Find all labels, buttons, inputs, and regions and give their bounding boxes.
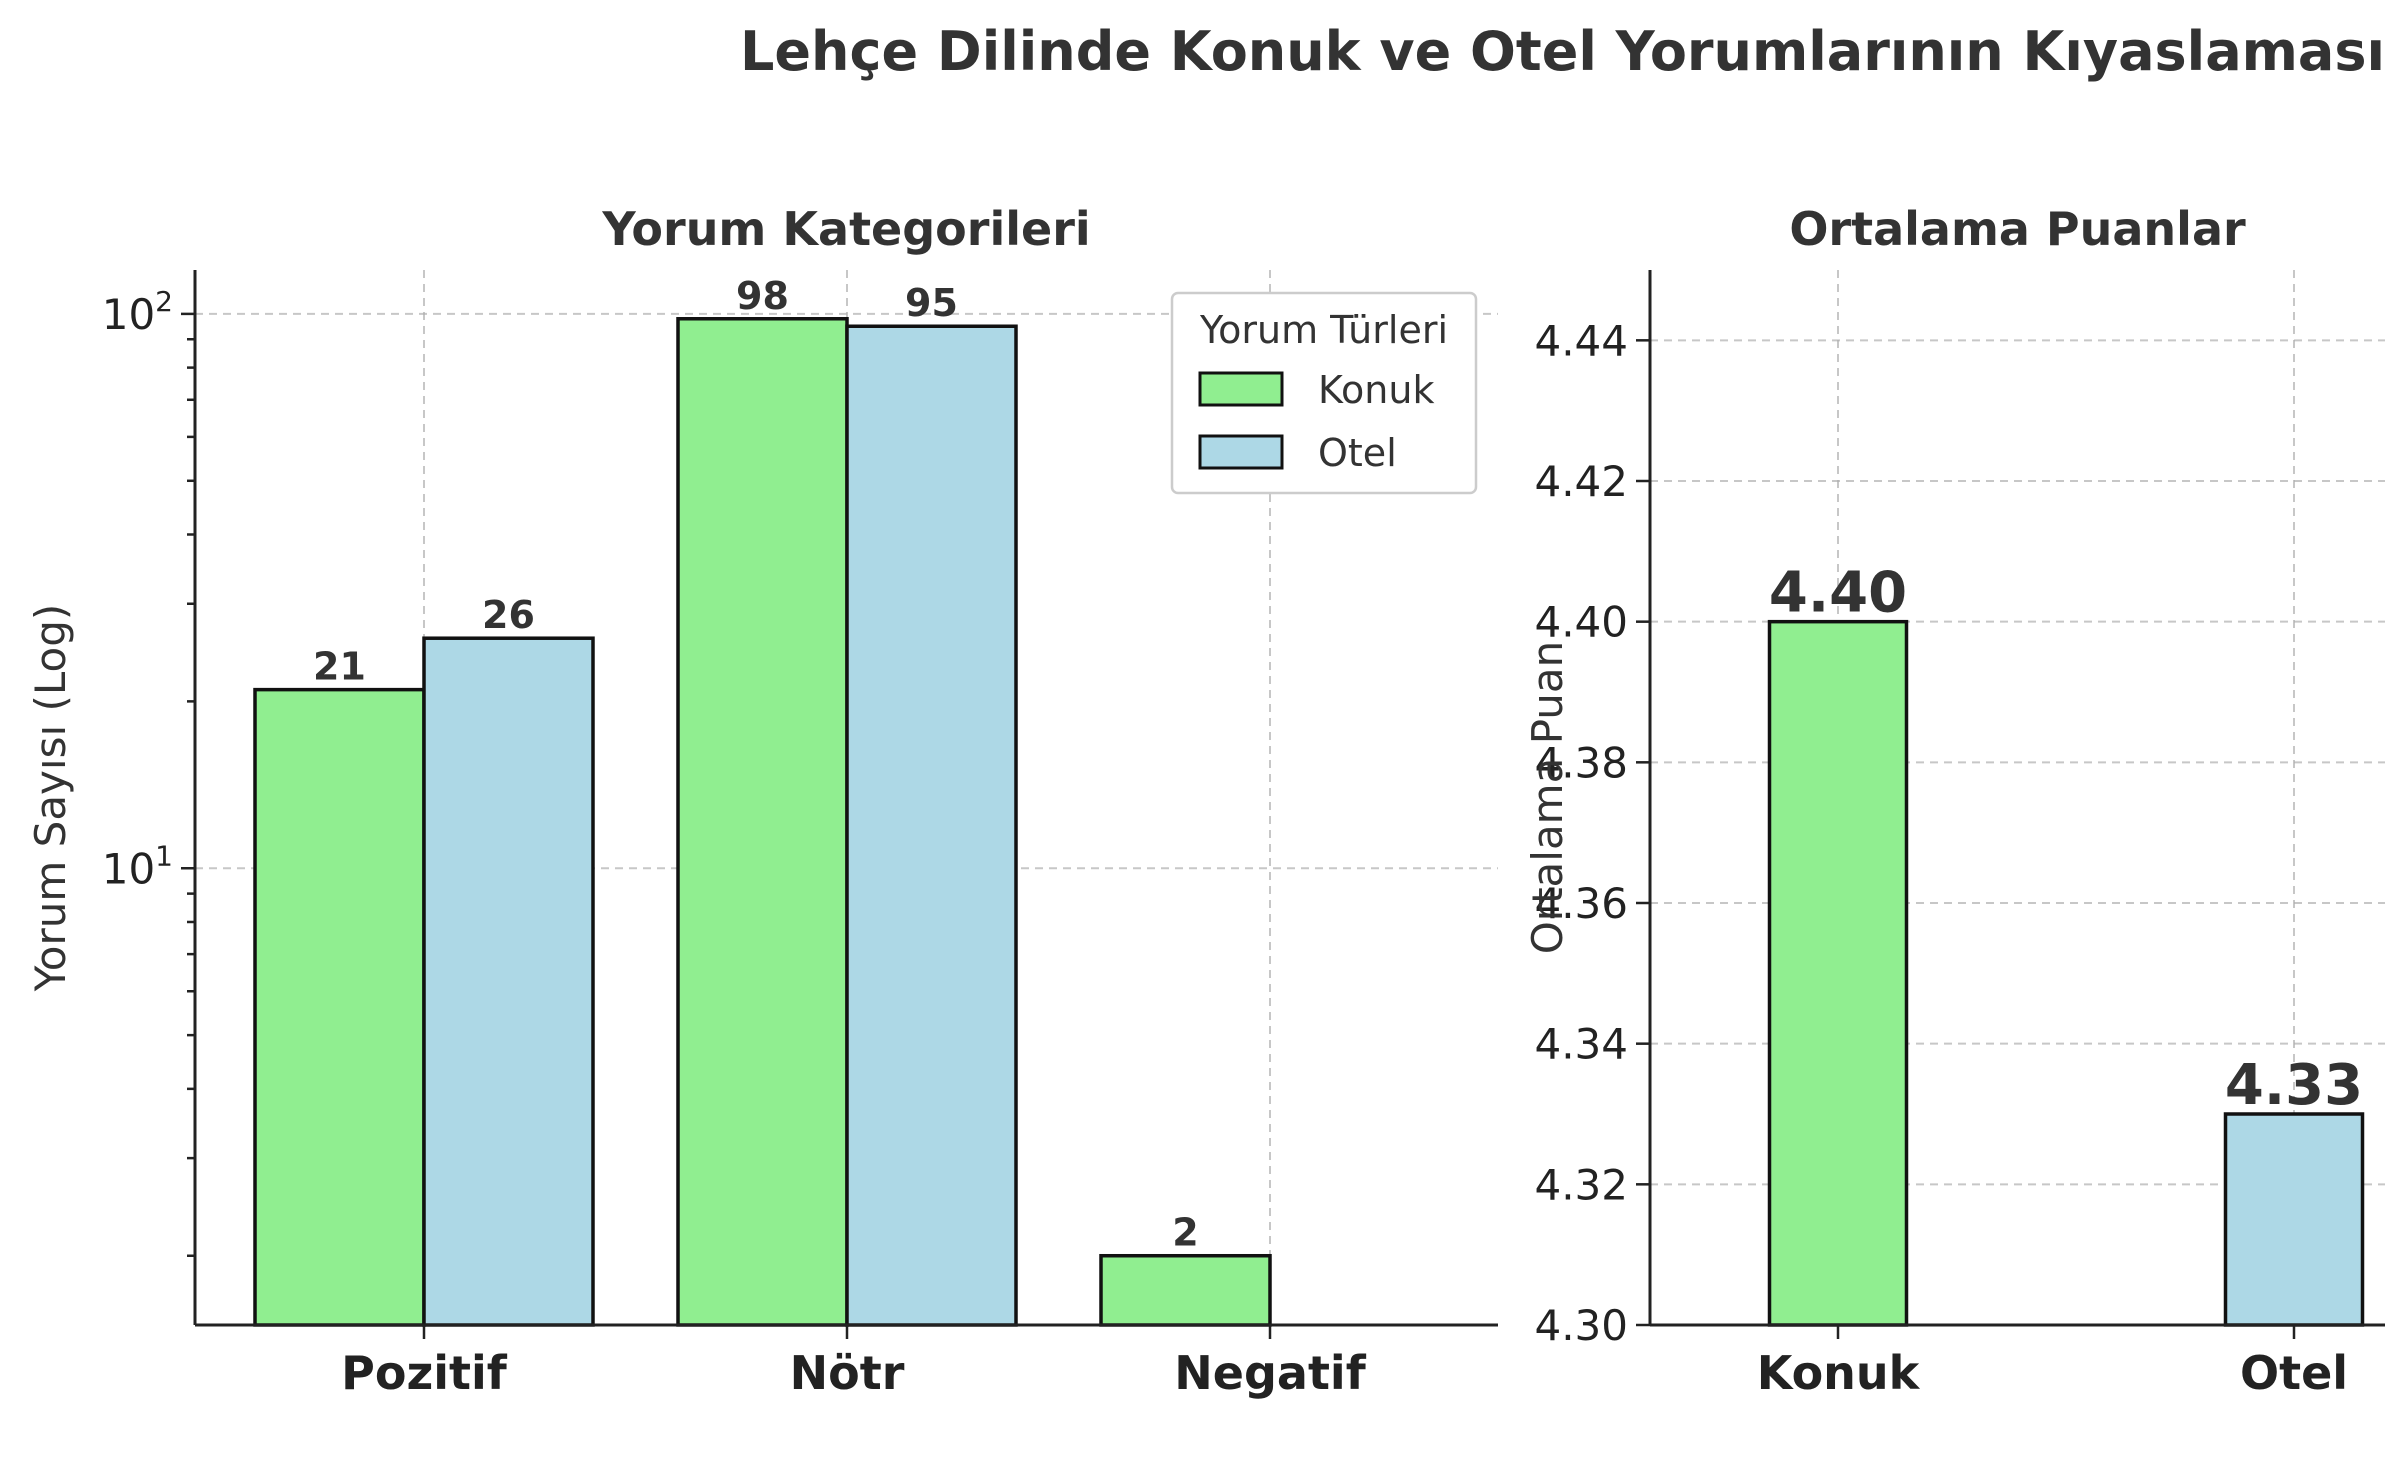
x-tick-label-pozitif: Pozitif bbox=[341, 1346, 508, 1400]
bar-konuk-nötr bbox=[676, 317, 849, 1327]
y-axis-label: Yorum Sayısı (Log) bbox=[26, 604, 75, 993]
bar-otel bbox=[2223, 1112, 2365, 1327]
y-tick-label: 102 bbox=[102, 285, 173, 339]
x-tick-label-nötr: Nötr bbox=[790, 1346, 905, 1400]
legend-swatch-otel bbox=[1198, 434, 1284, 470]
legend: Yorum Türleri Konuk Otel bbox=[1170, 291, 1478, 495]
y-axis-label: Ortalama Puan bbox=[1523, 641, 1572, 955]
y-tick-label: 4.44 bbox=[1534, 316, 1628, 365]
right-chart: 4.40 4.33 4.30 4.32 4.34 4.36 4.38 4.40 4.42 4.44… bbox=[1523, 202, 2385, 1400]
data-label: 98 bbox=[736, 274, 789, 318]
left-chart: 21 98 2 26 95 101 102 Pozitif Nötr Negatif Yorum K… bbox=[26, 202, 1498, 1400]
y-tick-label: 101 bbox=[102, 839, 173, 893]
figure-title: Lehçe Dilinde Konuk ve Otel Yorumlarının… bbox=[740, 20, 2385, 83]
legend-swatch-konuk bbox=[1198, 371, 1284, 407]
legend-label-otel: Otel bbox=[1318, 431, 1397, 475]
data-label: 26 bbox=[482, 593, 535, 637]
legend-label-konuk: Konuk bbox=[1318, 368, 1434, 412]
data-label: 21 bbox=[313, 645, 366, 689]
y-tick-label: 4.38 bbox=[1534, 738, 1628, 787]
bar-otel-pozitif bbox=[422, 636, 595, 1327]
x-tick-label-otel: Otel bbox=[2240, 1346, 2348, 1400]
right-chart-title: Ortalama Puanlar bbox=[1789, 202, 2246, 256]
data-label: 4.40 bbox=[1769, 561, 1907, 626]
data-label: 2 bbox=[1172, 1211, 1198, 1255]
data-label: 4.33 bbox=[2225, 1053, 2363, 1118]
bar-otel-nötr bbox=[845, 324, 1018, 1327]
bar-konuk-negatif bbox=[1099, 1253, 1272, 1327]
y-tick-label: 4.42 bbox=[1534, 457, 1628, 506]
legend-title: Yorum Türleri bbox=[1199, 308, 1448, 352]
y-tick-label: 4.30 bbox=[1534, 1301, 1628, 1350]
bar-konuk-pozitif bbox=[253, 687, 426, 1327]
data-label: 95 bbox=[905, 281, 958, 325]
x-tick-label-negatif: Negatif bbox=[1174, 1346, 1366, 1400]
y-tick-label: 4.40 bbox=[1534, 598, 1628, 647]
x-tick-label-konuk: Konuk bbox=[1757, 1346, 1921, 1400]
y-tick-label: 4.34 bbox=[1534, 1020, 1628, 1069]
left-chart-title: Yorum Kategorileri bbox=[601, 202, 1090, 256]
y-tick-label: 4.36 bbox=[1534, 879, 1628, 928]
bar-konuk bbox=[1767, 619, 1909, 1327]
y-tick-label: 4.32 bbox=[1534, 1160, 1628, 1209]
